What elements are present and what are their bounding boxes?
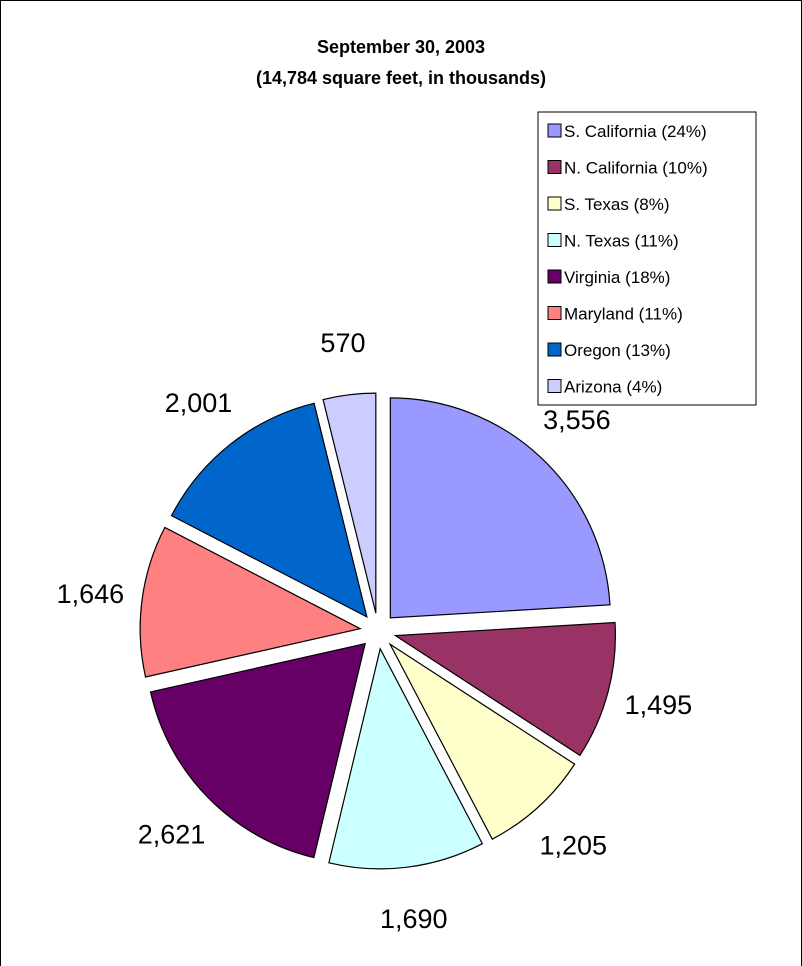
legend-swatch-maryland <box>547 306 562 320</box>
legend-label-maryland: Maryland (11%) <box>564 305 683 324</box>
data-label-n-texas: 1,690 <box>380 904 448 934</box>
legend-swatch-n-california <box>547 160 562 174</box>
legend: S. California (24%) N. California (10%) S.… <box>537 111 757 406</box>
legend-label-s-texas: S. Texas (8%) <box>564 195 670 214</box>
legend-swatch-s-california <box>547 123 562 138</box>
chart-title: September 30, 2003 <box>317 37 485 57</box>
data-label-arizona: 570 <box>320 328 365 358</box>
data-label-s-texas: 1,205 <box>540 830 608 860</box>
pie-slice-arizona <box>322 392 377 614</box>
legend-swatch-n-texas <box>547 233 562 247</box>
legend-label-virginia: Virginia (18%) <box>564 268 670 287</box>
legend-swatch-virginia <box>547 269 562 284</box>
legend-swatch-s-texas <box>547 196 562 211</box>
pie-slice-n-california <box>393 621 616 757</box>
data-label-virginia: 2,621 <box>138 820 206 850</box>
legend-label-n-texas: N. Texas (11%) <box>564 232 679 251</box>
legend-swatch-oregon <box>547 342 562 357</box>
pie-slices <box>139 392 616 870</box>
pie-slice-oregon <box>170 402 368 619</box>
data-label-s-california: 3,556 <box>543 405 611 435</box>
chart-subtitle: (14,784 square feet, in thousands) <box>256 68 546 88</box>
legend-box <box>537 111 757 406</box>
pie-slice-s-california <box>389 397 611 619</box>
legend-label-n-california: N. California (10%) <box>564 159 708 178</box>
data-label-oregon: 2,001 <box>165 388 233 418</box>
data-label-maryland: 1,646 <box>57 579 125 609</box>
legend-label-arizona: Arizona (4%) <box>564 378 662 397</box>
pie-slice-s-texas <box>388 642 576 840</box>
pie-slice-virginia <box>149 642 366 859</box>
pie-slice-n-texas <box>328 647 484 870</box>
legend-label-s-california: S. California (24%) <box>564 122 707 141</box>
legend-label-oregon: Oregon (13%) <box>564 341 671 360</box>
data-label-n-california: 1,495 <box>625 690 693 720</box>
data-labels: 3,556 1,495 1,205 1,690 2,621 1,646 2,001 570 <box>57 328 693 934</box>
pie-slice-maryland <box>139 526 362 678</box>
legend-swatch-arizona <box>547 379 562 393</box>
